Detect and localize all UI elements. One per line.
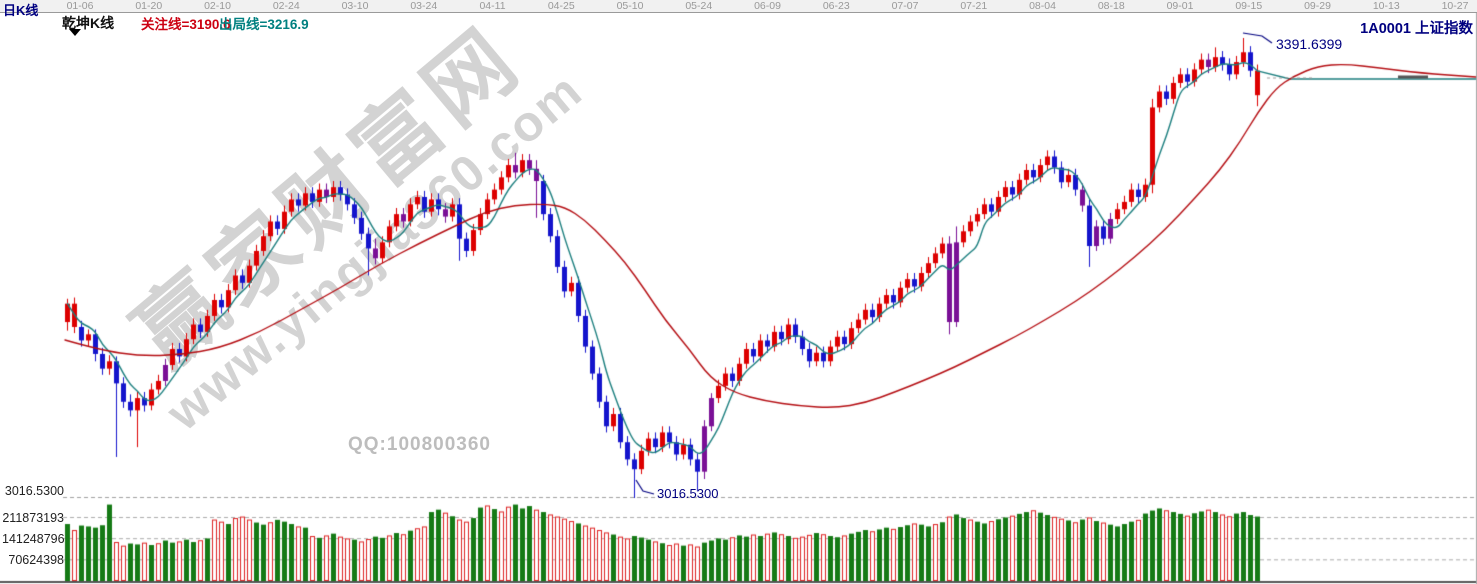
date-label: 04-11 xyxy=(479,0,506,12)
date-label: 10-27 xyxy=(1441,0,1469,12)
date-label: 04-25 xyxy=(547,0,575,12)
attention-line-value: 关注线=3190.6 xyxy=(141,17,231,32)
date-label: 03-24 xyxy=(410,0,438,12)
chevron-down-icon[interactable] xyxy=(69,29,81,36)
date-label: 06-23 xyxy=(822,0,850,12)
price-axis-low-label: 3016.5300 xyxy=(4,484,64,498)
volume-tick-label: 70624398 xyxy=(8,553,64,567)
exit-line-value: 出局线=3216.9 xyxy=(219,17,309,32)
date-label: 01-20 xyxy=(135,0,163,12)
date-label: 05-10 xyxy=(616,0,644,12)
date-label: 05-24 xyxy=(685,0,713,12)
date-axis: 01-06 01-20 02-10 02-24 03-10 03-24 04-11 04-25… xyxy=(0,0,1477,13)
date-label: 07-07 xyxy=(891,0,919,12)
date-label: 02-10 xyxy=(204,0,231,12)
date-label: 07-21 xyxy=(960,0,988,12)
date-label: 08-04 xyxy=(1029,0,1056,12)
date-label: 09-15 xyxy=(1235,0,1263,12)
date-label: 06-09 xyxy=(754,0,781,12)
date-label: 09-29 xyxy=(1304,0,1331,12)
date-label: 10-13 xyxy=(1372,0,1400,12)
volume-tick-label: 211873193 xyxy=(2,511,64,525)
period-selector[interactable]: 日K线 xyxy=(3,3,39,18)
indicator-dropdown[interactable]: 乾坤K线 xyxy=(62,15,115,31)
volume-tick-label: 141248796 xyxy=(2,532,65,546)
date-label: 08-18 xyxy=(1097,0,1125,12)
date-label: 03-10 xyxy=(341,0,369,12)
peak-price-label: 3391.6399 xyxy=(1276,36,1343,52)
low-price-label: 3016.5300 xyxy=(657,486,719,501)
date-label: 01-06 xyxy=(66,0,94,12)
date-label: 02-24 xyxy=(272,0,300,12)
date-label: 09-01 xyxy=(1166,0,1194,12)
symbol-name: 1A0001 上证指数 xyxy=(1360,21,1473,37)
